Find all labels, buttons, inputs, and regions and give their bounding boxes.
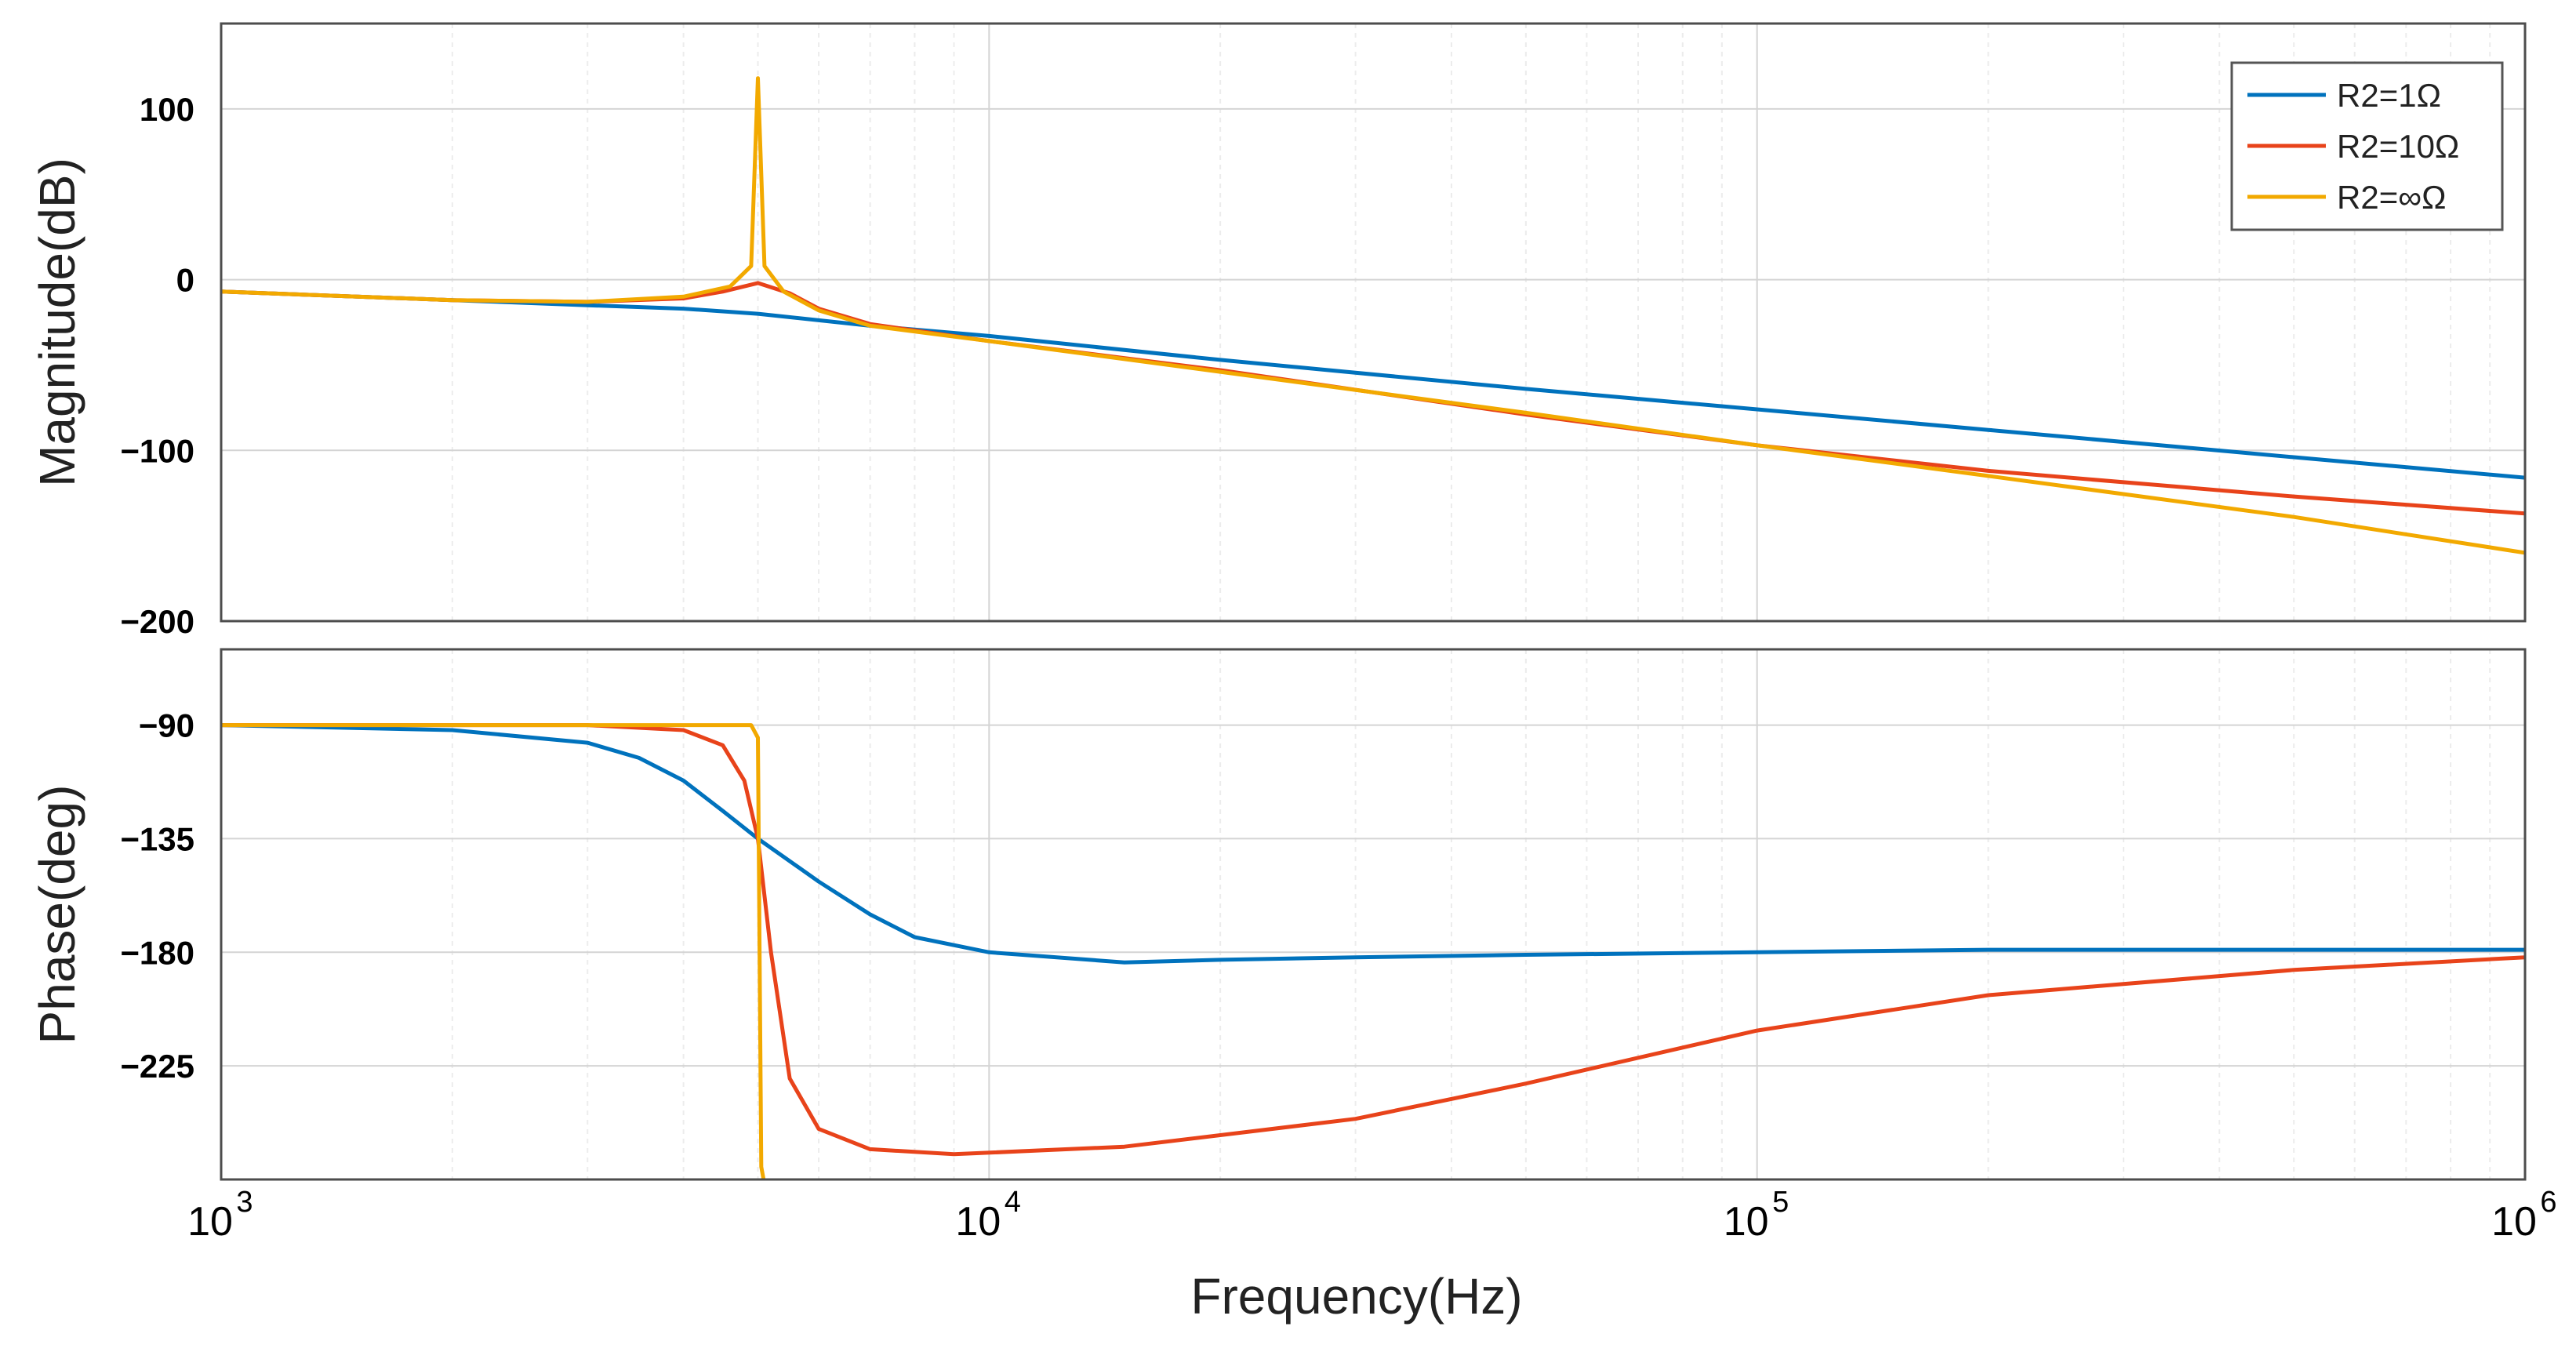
series-line: [221, 723, 2525, 1157]
phase-y-ticks: −90 −135 −180 −225: [120, 707, 194, 1085]
series-line: [221, 723, 766, 1179]
series-line: [221, 723, 2525, 965]
legend-label-r2-10: R2=10Ω: [2337, 128, 2459, 165]
phase-panel: −90−135−180−225 Phase(deg) 10 3 10 4 10 5 10 6 …: [29, 648, 2557, 1325]
phase-ylabel: Phase(deg): [29, 785, 85, 1045]
y-tick-label: −135: [120, 820, 194, 857]
legend-item: R2=10Ω: [2247, 128, 2459, 165]
y-tick-label: −180: [120, 934, 194, 971]
legend-label-r2-inf: R2=∞Ω: [2337, 179, 2447, 216]
x-tick-label: 10 5: [1724, 1186, 1789, 1245]
x-tick-base: 10: [1724, 1199, 1769, 1245]
x-tick-labels: 10 3 10 4 10 5 10 6: [187, 1186, 2556, 1245]
magnitude-axes-frame: [220, 22, 2527, 623]
x-tick-base: 10: [187, 1199, 233, 1245]
legend-item: R2=1Ω: [2247, 77, 2441, 114]
y-tick-label: 100: [140, 91, 194, 128]
x-tick-base: 10: [2491, 1199, 2537, 1245]
x-tick-exponent: 4: [1005, 1186, 1021, 1219]
phase-series: [221, 723, 2525, 1179]
x-tick-label: 10 4: [955, 1186, 1020, 1245]
legend: R2=1Ω R2=10Ω R2=∞Ω: [2230, 61, 2504, 231]
series-line: [221, 289, 2525, 480]
x-tick-exponent: 3: [236, 1186, 253, 1219]
y-tick-label: −100: [120, 432, 194, 469]
y-tick-label: −200: [120, 603, 194, 640]
legend-item: R2=∞Ω: [2247, 179, 2447, 216]
x-tick-label: 10 3: [187, 1186, 253, 1245]
y-tick-label: 0: [176, 262, 194, 299]
x-axis-label: Frequency(Hz): [1190, 1268, 1522, 1325]
x-tick-exponent: 5: [1772, 1186, 1789, 1219]
y-tick-label: −225: [120, 1048, 194, 1085]
magnitude-plot-area: [221, 24, 2525, 621]
y-tick-label: −90: [139, 707, 194, 744]
series-line: [221, 76, 2525, 555]
phase-axes-frame: [220, 648, 2527, 1181]
x-tick-exponent: 6: [2540, 1186, 2556, 1219]
phase-plot-area: [221, 649, 2525, 1179]
magnitude-y-ticks: 100 0 −100 −200: [120, 91, 194, 640]
magnitude-series: [221, 76, 2525, 555]
magnitude-ylabel: Magnitude(dB): [29, 158, 85, 487]
x-tick-label: 10 6: [2491, 1186, 2556, 1245]
legend-label-r2-1: R2=1Ω: [2337, 77, 2441, 114]
x-tick-base: 10: [955, 1199, 1001, 1245]
magnitude-panel: 100 0 −100 −200 Magnitude(dB) R2=1Ω R2=10Ω …: [29, 22, 2527, 640]
